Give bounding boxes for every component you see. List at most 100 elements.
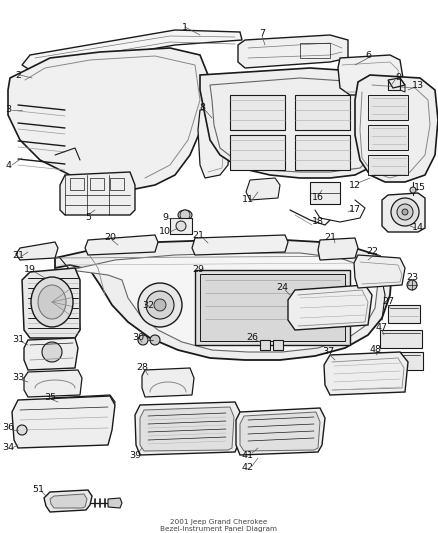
Bar [368,95,408,120]
Polygon shape [318,238,358,260]
Bar [110,178,124,190]
Bar [230,95,285,130]
Text: 41: 41 [242,450,254,459]
Text: 37: 37 [322,348,334,357]
Text: 10: 10 [159,228,171,237]
Polygon shape [142,368,194,397]
Bar [310,182,340,204]
Bar [170,218,192,234]
Bar [230,135,285,170]
Text: 28: 28 [136,364,148,373]
Polygon shape [55,240,392,360]
Text: 7: 7 [259,28,265,37]
Polygon shape [382,193,425,232]
Text: 20: 20 [104,233,116,243]
Polygon shape [288,285,372,330]
Text: 26: 26 [246,334,258,343]
Bar [260,340,270,350]
Text: 48: 48 [369,345,381,354]
Text: 21: 21 [192,230,204,239]
Bar [380,330,422,348]
Ellipse shape [38,285,66,319]
Text: 18: 18 [312,217,324,227]
Polygon shape [324,352,408,395]
Bar [388,305,420,323]
Text: 17: 17 [349,206,361,214]
Circle shape [410,187,416,193]
Circle shape [397,204,413,220]
Text: 47: 47 [376,324,388,333]
Polygon shape [24,370,82,397]
Text: 24: 24 [276,284,288,293]
Text: 14: 14 [412,223,424,232]
Polygon shape [198,108,230,178]
Polygon shape [246,178,280,200]
Circle shape [146,291,174,319]
Text: 9: 9 [395,74,401,83]
Bar [300,43,330,58]
Text: 19: 19 [24,265,36,274]
Circle shape [407,280,417,290]
Circle shape [30,74,38,82]
Polygon shape [238,35,348,68]
Bar [295,135,350,170]
Text: 51: 51 [32,486,44,495]
Text: 16: 16 [312,193,324,203]
Circle shape [180,210,190,220]
Text: 21: 21 [12,251,24,260]
Circle shape [150,335,160,345]
Bar [273,340,283,350]
Text: 12: 12 [349,181,361,190]
Polygon shape [135,402,240,455]
Circle shape [138,283,182,327]
Text: 39: 39 [129,450,141,459]
Text: 3: 3 [5,106,11,115]
Text: 5: 5 [85,214,91,222]
Text: 36: 36 [2,424,14,432]
Circle shape [176,221,186,231]
Bar [368,155,408,175]
Text: 23: 23 [406,273,418,282]
Circle shape [402,209,408,215]
Polygon shape [60,172,135,215]
Text: 1: 1 [182,22,188,31]
Text: 2: 2 [15,70,21,79]
Circle shape [154,299,166,311]
Text: 34: 34 [2,443,14,453]
Polygon shape [48,395,115,418]
Polygon shape [8,48,210,190]
Text: 32: 32 [142,301,154,310]
Polygon shape [192,235,288,255]
Polygon shape [236,408,325,455]
Bar [368,125,408,150]
Bar [195,270,350,345]
Text: 21: 21 [324,232,336,241]
Polygon shape [388,78,405,88]
Circle shape [391,198,419,226]
Polygon shape [22,30,242,70]
Polygon shape [24,338,78,370]
Text: 27: 27 [382,297,394,306]
Text: 33: 33 [12,374,24,383]
Text: 31: 31 [12,335,24,344]
Text: 42: 42 [242,464,254,472]
Text: 13: 13 [412,80,424,90]
Text: 15: 15 [414,183,426,192]
Polygon shape [140,407,234,451]
Polygon shape [44,490,92,512]
Bar [90,178,104,190]
Polygon shape [240,412,320,451]
Polygon shape [16,242,58,260]
Text: 2001 Jeep Grand Cherokee
Bezel-Instrument Panel Diagram
for 55116280AC: 2001 Jeep Grand Cherokee Bezel-Instrumen… [160,519,278,533]
Bar [70,178,84,190]
Text: 30: 30 [132,334,144,343]
Bar [375,352,423,370]
Polygon shape [12,396,115,448]
Text: 29: 29 [192,265,204,274]
Circle shape [138,335,148,345]
Ellipse shape [31,277,73,327]
Polygon shape [22,268,80,338]
Polygon shape [85,235,158,255]
Polygon shape [338,55,405,95]
Text: 11: 11 [242,196,254,205]
